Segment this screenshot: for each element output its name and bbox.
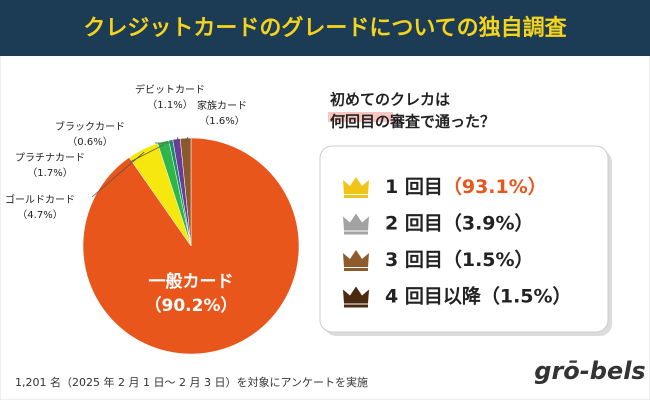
leader-line [176, 136, 179, 143]
crown-icon [343, 250, 369, 267]
slice-label: ゴールドカード [5, 193, 75, 206]
highlight [328, 112, 393, 122]
crown-base [344, 231, 368, 235]
pie-slice [179, 137, 192, 247]
ranking-row: 4 回目以降（1.5%） [385, 284, 572, 307]
slice-value-label: （90.2%） [145, 295, 238, 316]
slice-value-label: （1.1%） [147, 99, 192, 111]
ranking-label: 2 回目 [385, 212, 443, 234]
header-title: クレジットカードのグレードについての独自調査 [83, 15, 567, 41]
slice-value-label: （1.6%） [199, 115, 244, 127]
slice-label: デビットカード [135, 83, 205, 96]
ranking-row: 3 回目（1.5%） [385, 248, 534, 271]
slice-label: ブラックカード [55, 120, 125, 133]
slice-value-label: （0.6%） [67, 136, 112, 148]
logo: grō-bels [534, 357, 645, 385]
question-title: 何回目の審査で通った？ [330, 113, 495, 131]
slice-value-label: （4.7%） [17, 209, 62, 221]
ranking-value: （93.1%） [443, 175, 547, 198]
crown-base [344, 268, 368, 271]
footnote: 1,201 名（2025 年 2 月 1 日～ 2 月 3 日）を対象にアンケー… [15, 375, 368, 389]
ranking-row: 2 回目（3.9%） [385, 211, 534, 234]
ranking-value: （1.5%） [443, 248, 534, 271]
ranking-value: （1.5%） [481, 284, 572, 307]
header-band [0, 0, 650, 56]
ranking-label: 4 回目以降 [385, 284, 482, 307]
ranking-value: （3.9%） [443, 211, 534, 234]
leader-line [129, 144, 165, 163]
crown-icon [343, 213, 369, 231]
crown-base [344, 304, 368, 308]
ranking-row: 1 回目（93.1%） [385, 175, 547, 198]
ranking-label: 3 回目 [385, 249, 443, 271]
crown-icon [343, 286, 369, 304]
slice-label: 家族カード [197, 99, 247, 112]
ranking-box [319, 145, 609, 333]
crown-base [344, 195, 368, 198]
slice-label: プラチナカード [15, 152, 85, 164]
question-title: 初めてのクレカは [330, 91, 450, 109]
slice-label: 一般カード [149, 271, 234, 292]
leader-line [185, 136, 189, 142]
crown-icon [343, 177, 369, 194]
slice-value-label: （1.7%） [27, 167, 72, 179]
ranking-label: 1 回目 [385, 176, 443, 198]
